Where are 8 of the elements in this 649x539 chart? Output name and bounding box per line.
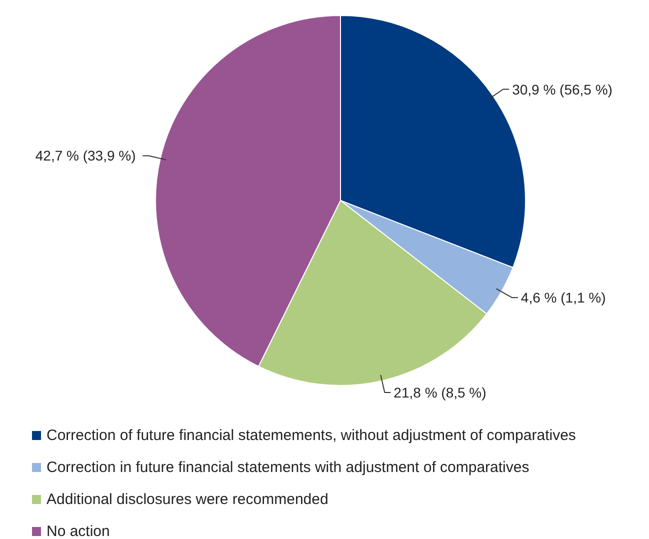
legend-label: Correction in future financial statements with adjustment of comparatives bbox=[46, 459, 530, 476]
legend-label: Correction of future financial statemements, without adjustment of comparatives bbox=[46, 427, 576, 444]
data-label: 21,8 % (8,5 %) bbox=[394, 384, 486, 400]
data-label: 4,6 % (1,1 %) bbox=[520, 290, 606, 306]
data-label: 30,9 % (56,5 %) bbox=[512, 81, 612, 98]
legend-label: No action bbox=[46, 523, 110, 539]
data-label: 42,7 % (33,9 %) bbox=[35, 148, 136, 164]
legend-label: Additional disclosures were recommended bbox=[46, 491, 328, 508]
